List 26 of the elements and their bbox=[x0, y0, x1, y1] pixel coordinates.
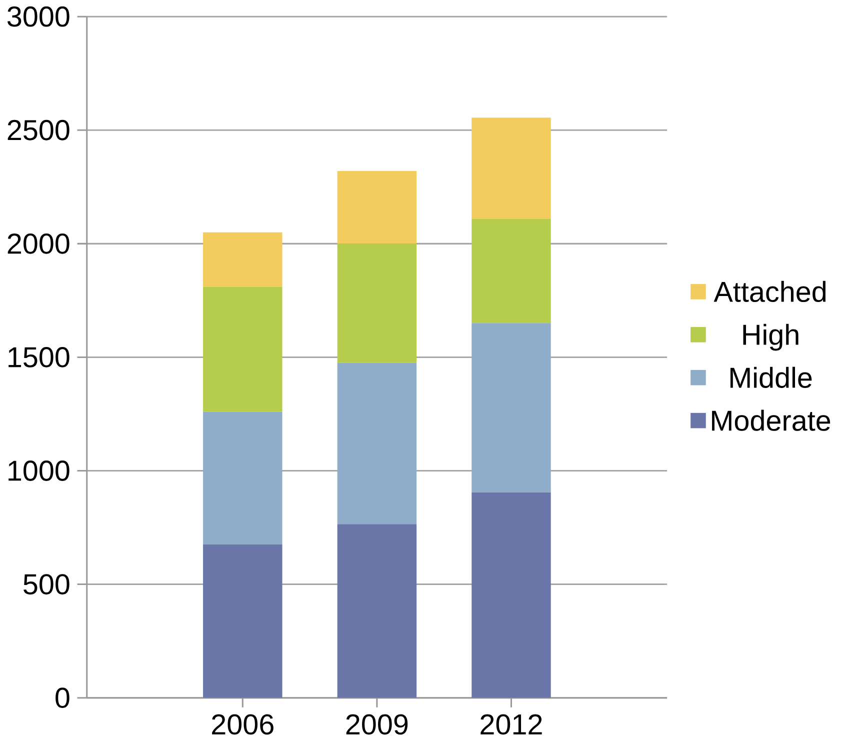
y-tick-label: 1000 bbox=[8, 460, 70, 481]
legend-label: Attached bbox=[714, 280, 826, 302]
bar bbox=[472, 492, 551, 698]
y-tick-label: 500 bbox=[24, 574, 70, 594]
y-tick-label: 2000 bbox=[8, 233, 70, 254]
bar bbox=[472, 323, 551, 492]
bar bbox=[203, 412, 282, 545]
legend-label: Moderate bbox=[712, 410, 830, 431]
bar bbox=[203, 232, 282, 287]
bar bbox=[472, 118, 551, 219]
bar bbox=[203, 544, 282, 698]
bar bbox=[472, 218, 551, 324]
bar bbox=[337, 244, 417, 363]
x-tick-label: 2006 bbox=[212, 714, 274, 735]
y-tick-label: 3000 bbox=[7, 6, 70, 27]
y-tick-label: 0 bbox=[56, 688, 70, 708]
bar bbox=[203, 286, 282, 412]
bar bbox=[337, 362, 417, 524]
x-tick-label: 2012 bbox=[480, 714, 542, 735]
legend-label: High bbox=[743, 324, 798, 351]
bar bbox=[337, 524, 417, 698]
legend-label: Middle bbox=[730, 366, 812, 388]
y-tick-label: 2500 bbox=[8, 120, 70, 140]
x-tick-label: 2009 bbox=[346, 714, 408, 735]
y-tick-label: 1500 bbox=[8, 347, 70, 368]
bar bbox=[337, 171, 417, 244]
